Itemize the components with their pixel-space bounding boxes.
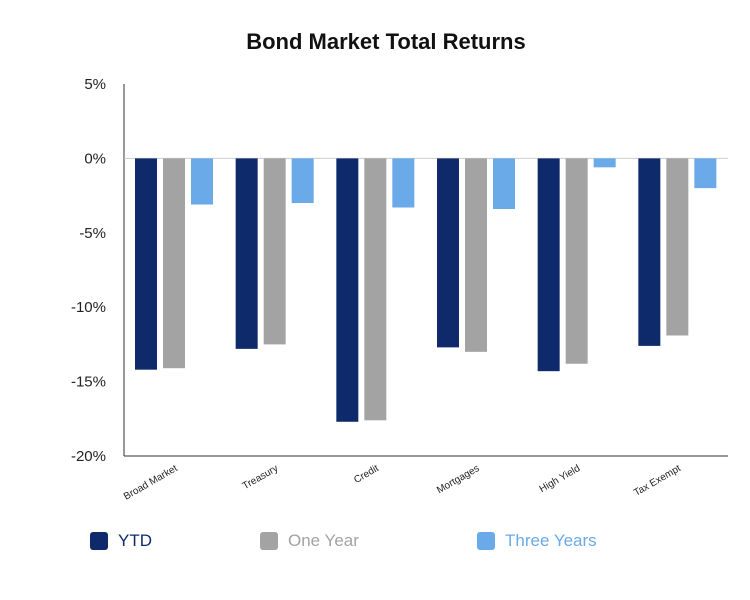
bar-three-years bbox=[191, 158, 213, 205]
y-tick-label: 5% bbox=[84, 76, 106, 93]
x-tick-label: High Yield bbox=[538, 463, 582, 495]
bar-one-year bbox=[565, 158, 588, 364]
y-tick-label: -5% bbox=[79, 225, 106, 242]
legend-swatch bbox=[90, 532, 108, 550]
bar-ytd bbox=[336, 158, 359, 422]
legend-swatch bbox=[477, 532, 495, 550]
bar-three-years bbox=[493, 158, 515, 209]
y-tick-label: -15% bbox=[71, 374, 106, 391]
bar-one-year bbox=[465, 158, 487, 352]
y-tick-label: 0% bbox=[84, 150, 106, 167]
chart-title: Bond Market Total Returns bbox=[246, 29, 526, 54]
bar-one-year bbox=[263, 158, 286, 345]
x-tick-label: Credit bbox=[352, 463, 381, 486]
y-tick-label: -10% bbox=[71, 299, 106, 316]
legend-item: One Year bbox=[260, 531, 359, 551]
legend-label: Three Years bbox=[505, 531, 597, 550]
legend-item: YTD bbox=[90, 531, 152, 551]
legend-item: Three Years bbox=[477, 531, 597, 551]
bar-three-years bbox=[291, 158, 314, 204]
bar-one-year bbox=[666, 158, 689, 336]
bar-three-years bbox=[694, 158, 717, 189]
bar-ytd bbox=[437, 158, 459, 348]
bar-ytd bbox=[537, 158, 560, 372]
x-tick-label: Tax Exempt bbox=[632, 463, 683, 499]
chart-bars bbox=[135, 158, 717, 422]
bar-three-years bbox=[593, 158, 616, 168]
bar-one-year bbox=[364, 158, 387, 421]
x-tick-label: Treasury bbox=[241, 463, 280, 492]
y-tick-label: -20% bbox=[71, 448, 106, 465]
legend-label: One Year bbox=[288, 531, 359, 550]
legend-label: YTD bbox=[118, 531, 152, 550]
legend-swatch bbox=[260, 532, 278, 550]
chart-legend: YTD One Year Three Years bbox=[0, 531, 750, 555]
bar-ytd bbox=[235, 158, 258, 349]
bar-three-years bbox=[392, 158, 415, 208]
x-tick-label: Broad Market bbox=[122, 463, 180, 503]
bar-one-year bbox=[163, 158, 185, 369]
bar-ytd bbox=[638, 158, 661, 346]
x-tick-label: Mortgages bbox=[435, 463, 481, 496]
bar-ytd bbox=[135, 158, 157, 370]
